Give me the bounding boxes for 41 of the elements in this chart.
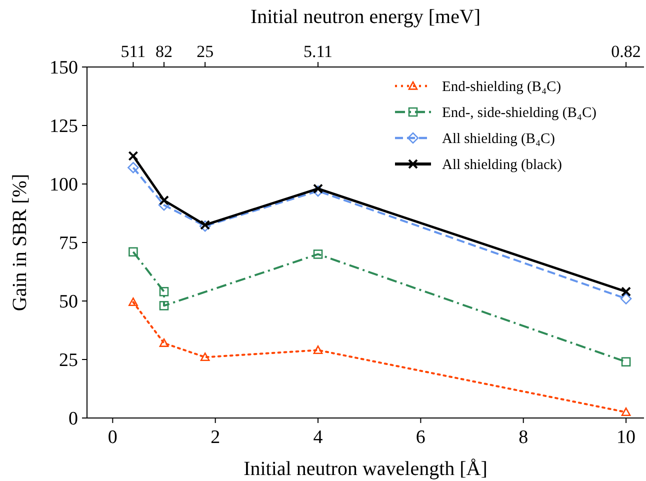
point [128,162,139,174]
point [159,338,169,347]
point [621,408,631,416]
point [620,293,632,304]
legend-label: All shielding (B₄C) [442,131,556,148]
point [621,357,631,366]
x2-axis-title: Initial neutron energy [meV] [250,6,481,28]
text: 25 [196,42,214,61]
y-tick-label: 125 [50,116,78,138]
text: 0.82 [611,42,641,61]
x-tick-label: 8 [518,427,528,448]
y-tick-label: 150 [50,58,78,79]
y-tick-label: 75 [59,233,78,254]
legend-label: End-shielding (B₄C) [442,79,562,96]
y-tick-label: 50 [59,292,78,313]
text: 511 [120,42,146,61]
y-axis-title: Gain in SBR [%] [9,174,31,312]
point [128,247,138,257]
point [200,352,210,362]
point [128,298,138,306]
point [159,195,170,206]
text: 5.11 [303,42,333,61]
point [313,345,323,354]
x-tick-label: 6 [416,427,426,448]
point [159,286,169,296]
y-tick-label: 0 [68,408,78,430]
x-tick-label: 0 [108,427,118,448]
x-tick-label: 2 [210,427,220,448]
x-tick-label: 10 [616,427,636,448]
legend-label: End-, side-shielding (B₄C) [442,105,597,122]
point [159,301,169,310]
y-tick-label: 100 [50,174,78,196]
y-tick-label: 25 [59,350,78,372]
legend-label: All shielding (black) [442,157,562,174]
point [128,150,138,161]
text: 82 [156,42,173,61]
x-axis-title: Initial neutron wavelength [Å] [244,458,488,480]
x-tick-label: 4 [313,427,324,448]
point [313,184,324,194]
point [313,250,323,259]
point [621,286,632,297]
